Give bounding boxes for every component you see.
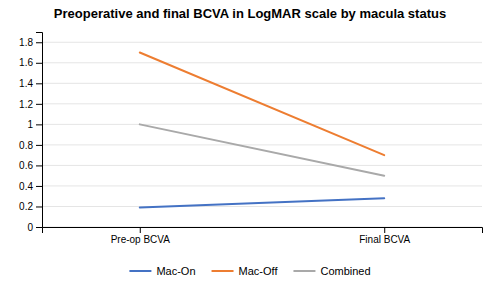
y-tick-mark xyxy=(36,42,42,43)
y-tick: 1 xyxy=(27,119,42,130)
legend-swatch xyxy=(129,270,151,272)
x-axis: Pre-op BCVA Final BCVA xyxy=(43,227,483,245)
grid-line xyxy=(42,124,482,125)
y-tick: 1.6 xyxy=(19,57,42,68)
grid-line xyxy=(42,165,482,166)
legend-label: Mac-Off xyxy=(239,265,279,277)
y-axis-line xyxy=(36,33,43,228)
y-tick: 1.8 xyxy=(19,37,42,48)
y-tick-label: 0.2 xyxy=(19,201,33,212)
y-tick-mark xyxy=(36,206,42,207)
x-tick-mark xyxy=(140,227,141,233)
x-tick-label: Pre-op BCVA xyxy=(111,234,171,245)
y-tick-mark xyxy=(36,227,42,228)
y-tick-label: 0.8 xyxy=(19,140,33,151)
y-tick: 1.2 xyxy=(19,99,42,110)
y-tick: 0.2 xyxy=(19,201,42,212)
y-tick-mark xyxy=(36,145,42,146)
y-axis: 0 0.2 0.4 0.6 0.8 1 1.2 1.4 1.6 1.8 xyxy=(19,33,42,233)
series-line xyxy=(140,53,384,156)
y-tick-mark xyxy=(36,165,42,166)
plot: 0 0.2 0.4 0.6 0.8 1 1.2 1.4 1.6 1.8 Pre-op BCVA Fin… xyxy=(19,33,482,246)
legend-label: Mac-On xyxy=(156,265,195,277)
title: Preoperative and final BCVA in LogMAR sc… xyxy=(54,6,446,21)
x-tick: Final BCVA xyxy=(359,227,410,245)
y-tick-mark xyxy=(36,186,42,187)
legend-label: Combined xyxy=(320,265,370,277)
series-line xyxy=(140,198,384,207)
legend: Mac-On Mac-Off Combined xyxy=(129,265,370,277)
y-tick-label: 1.6 xyxy=(19,57,33,68)
series-line xyxy=(140,124,384,175)
y-tick: 0.4 xyxy=(19,181,42,192)
grid-line xyxy=(42,185,482,186)
y-tick: 1.4 xyxy=(19,78,42,89)
x-axis-line xyxy=(43,228,483,234)
y-tick-mark xyxy=(36,83,42,84)
y-tick: 0.8 xyxy=(19,140,42,151)
y-tick-label: 0.4 xyxy=(19,181,33,192)
grid-line xyxy=(42,42,482,43)
grid xyxy=(42,42,482,227)
grid-line xyxy=(42,144,482,145)
y-tick-label: 1 xyxy=(27,119,33,130)
grid-line xyxy=(42,83,482,84)
legend-item: Combined xyxy=(293,265,370,277)
x-tick: Pre-op BCVA xyxy=(111,227,171,245)
grid-line xyxy=(42,62,482,63)
y-tick-label: 1.4 xyxy=(19,78,33,89)
y-tick-mark xyxy=(36,124,42,125)
y-tick-mark xyxy=(36,104,42,105)
chart: 0 0.2 0.4 0.6 0.8 1 1.2 1.4 1.6 1.8 Pre-op BCVA Fin… xyxy=(0,0,500,285)
y-tick-label: 0.6 xyxy=(19,160,33,171)
y-tick: 0.6 xyxy=(19,160,42,171)
y-tick-mark xyxy=(36,63,42,64)
y-tick-label: 1.2 xyxy=(19,99,33,110)
x-tick-mark xyxy=(384,227,385,233)
legend-item: Mac-Off xyxy=(212,265,279,277)
x-tick-label: Final BCVA xyxy=(359,234,410,245)
grid-line xyxy=(42,206,482,207)
legend-item: Mac-On xyxy=(129,265,195,277)
legend-swatch xyxy=(212,270,234,272)
y-tick-label: 1.8 xyxy=(19,37,33,48)
legend-swatch xyxy=(293,270,315,272)
series-group xyxy=(140,53,384,208)
y-tick-label: 0 xyxy=(27,222,33,233)
y-tick: 0 xyxy=(27,222,42,233)
